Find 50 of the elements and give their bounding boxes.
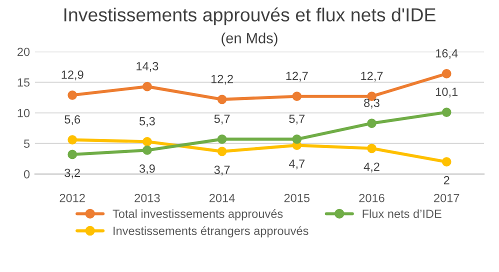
point	[142, 146, 152, 155]
y-tick-label: 0	[24, 170, 30, 178]
x-tick-label: 2015	[284, 194, 310, 202]
data-label: 3,2	[64, 168, 80, 178]
point	[68, 90, 78, 100]
point	[217, 146, 227, 156]
x-tick-label: 2016	[359, 194, 384, 202]
data-label: 10,1	[436, 88, 458, 98]
data-label: 5,7	[289, 114, 305, 124]
chart-title: Investissements approuvés et flux nets d'IDE	[64, 7, 436, 26]
data-label: 4,2	[364, 162, 380, 172]
data-label: 12,7	[361, 72, 383, 82]
y-tick-label: 5	[24, 140, 30, 148]
data-label: 12,9	[62, 70, 84, 80]
point	[142, 136, 152, 146]
data-label: 2	[444, 176, 450, 184]
y-tick-label: 15	[18, 78, 30, 87]
data-label: 5,3	[139, 117, 155, 127]
data-label: 5,7	[214, 114, 230, 124]
point	[68, 150, 78, 160]
y-tick-label: 10	[18, 108, 30, 118]
point	[442, 69, 452, 78]
legend-label: Investissements étrangers approuvés	[114, 226, 308, 238]
point	[367, 118, 376, 128]
x-tick-label: 2014	[210, 194, 235, 202]
data-label: 14,3	[136, 62, 158, 72]
x-tick-label: 2017	[434, 194, 460, 202]
point	[367, 144, 376, 154]
data-label: 3,7	[214, 166, 230, 176]
point	[217, 134, 227, 144]
point	[442, 157, 452, 167]
data-label: 12,7	[286, 72, 308, 82]
point	[292, 92, 302, 102]
data-label: 16,4	[436, 49, 458, 59]
point	[442, 108, 452, 117]
chart-subtitle: (en Mds)	[222, 32, 278, 46]
y-tick-label: 20	[18, 48, 30, 56]
data-label: 8,3	[364, 98, 380, 108]
legend-label: Total investissements approuvés	[112, 209, 283, 220]
data-label: 5,6	[64, 115, 80, 125]
point	[217, 94, 227, 104]
data-label: 3,9	[139, 164, 155, 174]
data-label: 4,7	[288, 160, 305, 170]
legend-label: Flux nets d’IDE	[362, 209, 442, 218]
x-tick-label: 2012	[60, 194, 85, 202]
data-label: 12,2	[211, 74, 233, 85]
point	[292, 134, 302, 144]
point	[68, 135, 78, 144]
x-tick-label: 2013	[134, 194, 160, 202]
point	[142, 82, 152, 92]
